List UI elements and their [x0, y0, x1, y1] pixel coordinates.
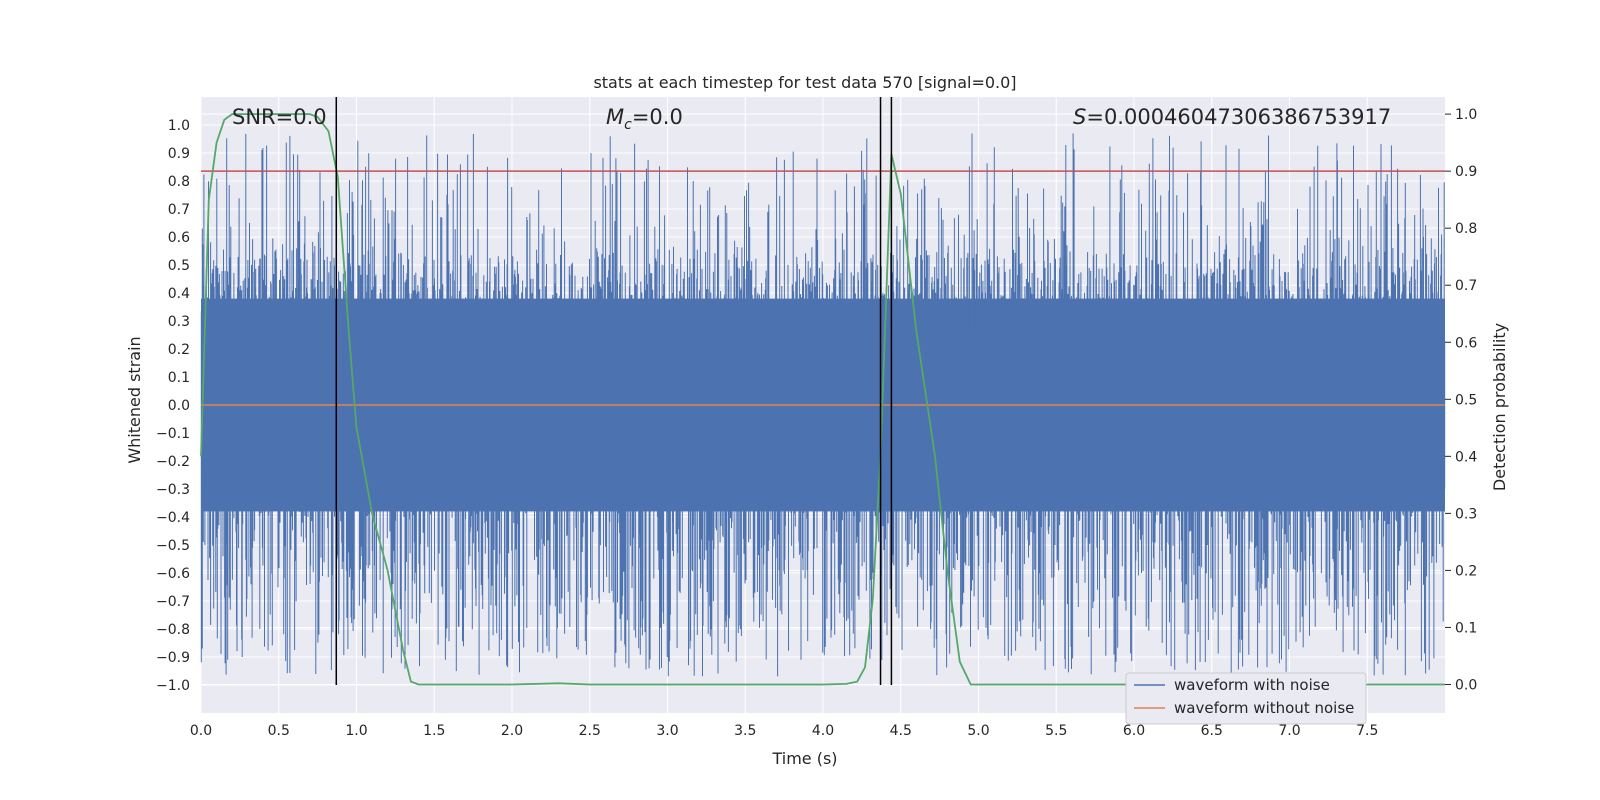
x-tick-label: 1.0	[345, 723, 367, 739]
y-axis-label: Whitened strain	[125, 336, 144, 463]
legend-label-clean: waveform without noise	[1174, 699, 1354, 717]
x-tick-label: 6.5	[1201, 723, 1223, 739]
y2-tick-label: 0.4	[1455, 449, 1477, 465]
overlay-lines	[200, 97, 1445, 686]
y-tick-label: −1.0	[156, 678, 190, 694]
detection-probability-line	[200, 113, 1445, 686]
legend: waveform with noise waveform without noi…	[1125, 672, 1367, 725]
y2-tick-labels: 1.0 0.9 0.8 0.7 0.6 0.5 0.4 0.3 0.2 0.1 0.0	[1445, 107, 1477, 693]
y-tick-label: 0.0	[168, 398, 190, 414]
y2-tick-label: 0.0	[1455, 677, 1477, 693]
x-tick-labels: 0.0 0.5 1.0 1.5 2.0 2.5 3.0 3.5 4.0 4.5 5.0 5.5 6.0 6…	[190, 723, 1379, 739]
x-tick-label: 0.0	[190, 723, 212, 739]
x-tick-label: 4.5	[890, 723, 912, 739]
y-tick-labels: 1.0 0.9 0.8 0.7 0.6 0.5 0.4 0.3 0.2 0.1 0.0 −0.1 −0.…	[156, 118, 190, 694]
legend-frame	[1125, 672, 1367, 725]
y-tick-label: −0.2	[156, 454, 190, 470]
chart-title: stats at each timestep for test data 570…	[593, 73, 1016, 92]
y2-tick-label: 0.1	[1455, 620, 1477, 636]
x-tick-label: 3.5	[734, 723, 756, 739]
x-tick-label: 6.0	[1123, 723, 1145, 739]
y2-tick-label: 0.7	[1455, 278, 1477, 294]
y-tick-label: −0.9	[156, 650, 190, 666]
x-tick-label: 0.5	[268, 723, 290, 739]
chirp-mass-subscript: c	[624, 117, 632, 133]
x-axis-label: Time (s)	[771, 749, 837, 768]
chirp-mass-value: =0.0	[632, 105, 683, 129]
y-tick-label: 0.9	[168, 146, 190, 162]
y2-tick-label: 0.5	[1455, 392, 1477, 408]
x-tick-label: 7.5	[1356, 723, 1378, 739]
y-tick-label: −0.1	[156, 426, 190, 442]
x-tick-label: 3.0	[656, 723, 678, 739]
y-tick-label: 1.0	[168, 118, 190, 134]
y-tick-label: 0.1	[168, 370, 190, 386]
y2-tick-label: 1.0	[1455, 107, 1477, 123]
y-tick-label: −0.7	[156, 594, 190, 610]
legend-label-noise: waveform with noise	[1174, 676, 1330, 694]
statistic-value: =0.00046047306386753917	[1086, 105, 1391, 129]
statistic-symbol: S	[1073, 105, 1086, 129]
y-tick-label: −0.6	[156, 566, 190, 582]
y-tick-label: −0.8	[156, 622, 190, 638]
chirp-mass-annotation: Mc=0.0	[606, 105, 683, 133]
y-tick-label: −0.4	[156, 510, 190, 526]
snr-annotation: SNR=0.0	[232, 105, 327, 129]
statistic-annotation: S=0.00046047306386753917	[1073, 105, 1391, 129]
x-tick-label: 5.0	[967, 723, 989, 739]
x-tick-label: 7.0	[1278, 723, 1300, 739]
y2-tick-label: 0.2	[1455, 563, 1477, 579]
x-tick-label: 2.0	[501, 723, 523, 739]
y2-tick-label: 0.6	[1455, 335, 1477, 351]
x-tick-label: 4.0	[812, 723, 834, 739]
y-tick-label: 0.7	[168, 202, 190, 218]
y-tick-label: 0.3	[168, 314, 190, 330]
y2-tick-label: 0.9	[1455, 164, 1477, 180]
y2-axis-label: Detection probability	[1490, 323, 1509, 491]
x-tick-label: 2.5	[579, 723, 601, 739]
chirp-mass-symbol: M	[606, 105, 624, 129]
y2-tick-label: 0.3	[1455, 506, 1477, 522]
y-tick-label: 0.5	[168, 258, 190, 274]
y-tick-label: 0.6	[168, 230, 190, 246]
y2-tick-label: 0.8	[1455, 221, 1477, 237]
x-tick-label: 1.5	[423, 723, 445, 739]
y-tick-label: 0.2	[168, 342, 190, 358]
y-tick-label: −0.3	[156, 482, 190, 498]
x-tick-label: 5.5	[1045, 723, 1067, 739]
y-tick-label: 0.8	[168, 174, 190, 190]
y-tick-label: 0.4	[168, 286, 190, 302]
y-tick-label: −0.5	[156, 538, 190, 554]
